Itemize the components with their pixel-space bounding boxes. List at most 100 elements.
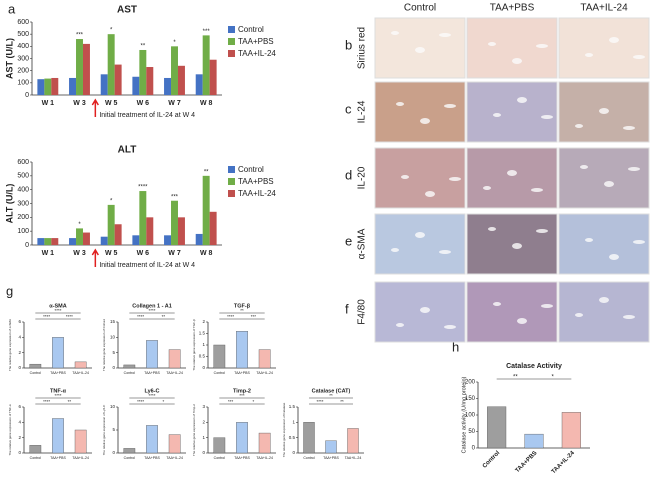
vessel	[531, 188, 543, 192]
column-header: TAA+PBS	[490, 3, 535, 14]
x-tick-label: TAA+PBS	[323, 456, 339, 460]
bar	[29, 445, 42, 454]
vessel	[493, 302, 501, 306]
vessel	[585, 53, 593, 57]
significance: **	[340, 399, 344, 404]
y-tick-label: 10	[110, 335, 116, 340]
y-axis-label: The relative gene expression of TNF-α	[8, 404, 12, 455]
x-tick-label: TAA+PBS	[144, 456, 160, 460]
bar	[44, 78, 52, 95]
y-axis-label: Catalase activity (U/mg protein)	[461, 376, 467, 453]
y-axis-label: ALT (U/L)	[4, 184, 14, 224]
micrograph	[558, 281, 650, 343]
significance: ***	[171, 194, 179, 200]
bar	[347, 428, 359, 454]
bar	[168, 434, 181, 454]
y-tick-label: 0	[112, 450, 115, 455]
significance: ****	[137, 399, 144, 404]
x-tick-label: W 7	[168, 250, 181, 257]
micrograph	[374, 81, 466, 143]
x-tick-label: W 5	[105, 100, 118, 107]
bar	[82, 232, 90, 245]
chart-title: TNF-α	[50, 388, 67, 394]
x-tick-label: TAA+PBS	[515, 450, 539, 474]
y-tick-label: 0	[472, 446, 476, 452]
vessel	[493, 113, 501, 117]
bar	[146, 217, 154, 245]
bar	[303, 422, 315, 454]
micrograph	[466, 81, 558, 143]
bar	[171, 46, 178, 95]
significance: ****	[54, 308, 61, 313]
micrograph	[374, 213, 466, 275]
y-tick-label: 0.5	[199, 354, 206, 359]
legend-label: Control	[238, 25, 264, 34]
y-tick-label: 5	[112, 350, 115, 355]
legend-label: TAA+IL-24	[238, 49, 276, 58]
vessel	[604, 181, 614, 187]
y-axis-label: The relative gene expression of Ly6-C	[102, 404, 106, 455]
vessel	[541, 115, 553, 119]
panel-label: e	[345, 233, 352, 248]
x-tick-label: TAA+IL-24	[345, 456, 362, 460]
x-tick-label: W 5	[105, 250, 118, 257]
y-axis-label: The relative gene expression of α-SMA	[8, 319, 12, 371]
significance: *	[252, 399, 254, 404]
vessel	[420, 118, 430, 124]
y-tick-label: 50	[468, 429, 475, 435]
x-tick-label: Control	[124, 456, 136, 460]
bar	[74, 429, 87, 454]
bar	[164, 77, 172, 95]
y-tick-label: 0	[202, 450, 205, 455]
significance: *	[110, 198, 113, 204]
y-tick-label: 1.5	[289, 404, 296, 409]
y-tick-label: 1.5	[199, 331, 206, 336]
annotation-arrow	[91, 248, 99, 267]
vessel	[536, 44, 548, 48]
significance: *	[78, 222, 81, 228]
significance: ***	[251, 314, 257, 319]
bar	[52, 418, 64, 454]
y-tick-label: 300	[17, 55, 29, 62]
bar	[195, 233, 203, 245]
vessel	[633, 240, 645, 244]
bar	[76, 39, 83, 95]
significance: ***	[228, 399, 234, 404]
bar	[82, 43, 90, 95]
panel-label: h	[452, 339, 459, 354]
vessel	[575, 313, 583, 317]
x-tick-label: TAA+IL-24	[256, 456, 273, 460]
vessel	[536, 229, 548, 233]
significance: ****	[148, 393, 155, 398]
vessel	[585, 238, 593, 242]
x-tick-label: W 3	[73, 250, 86, 257]
y-tick-label: 0	[112, 365, 115, 370]
y-tick-label: 0	[18, 365, 21, 370]
bar	[76, 228, 83, 245]
vessel	[623, 315, 635, 319]
bar	[37, 238, 45, 245]
bar	[171, 200, 178, 245]
bar	[168, 349, 181, 369]
x-tick-label: Control	[214, 456, 226, 460]
micrograph	[558, 213, 650, 275]
bar	[213, 344, 226, 369]
significance: *	[173, 40, 176, 46]
micrograph	[466, 147, 558, 209]
x-tick-label: TAA+PBS	[144, 371, 160, 375]
row-label: IL-20	[357, 166, 368, 189]
y-tick-label: 300	[17, 200, 29, 207]
micrograph	[558, 17, 650, 79]
significance: ****	[43, 399, 50, 404]
y-axis-label: The relative gene expression of Col1a1	[102, 319, 106, 372]
micrograph	[466, 213, 558, 275]
significance: ****	[66, 314, 73, 319]
x-tick-label: W 1	[42, 100, 55, 107]
y-tick-label: 0	[25, 242, 29, 249]
vessel	[633, 55, 645, 59]
vessel	[517, 97, 527, 103]
y-tick-label: 0	[18, 450, 21, 455]
significance: **	[240, 308, 244, 313]
y-tick-label: 500	[17, 173, 29, 180]
bar	[258, 349, 271, 369]
